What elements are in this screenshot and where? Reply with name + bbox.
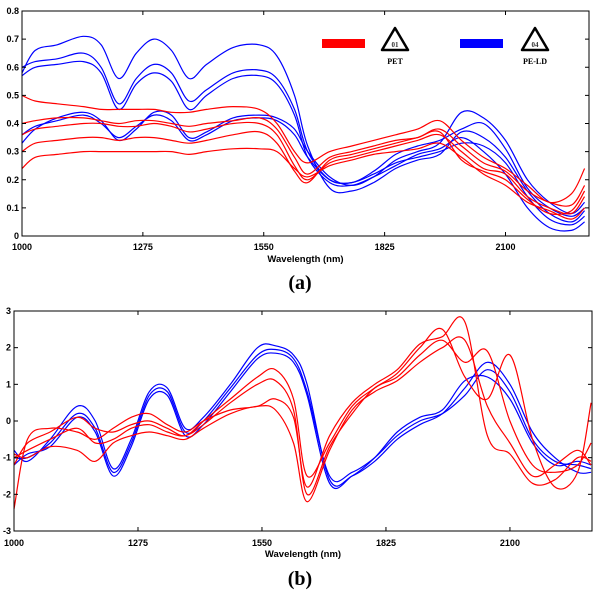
y-tick-label: 3 [6,306,11,316]
series-line-pet-6 [13,339,592,496]
x-tick-label: 1825 [375,242,395,252]
y-tick-label: 0.4 [6,119,19,129]
y-tick-label: 0 [6,416,11,426]
series-line-pet-3 [13,327,592,490]
x-axis-label: Wavelength (nm) [267,254,343,265]
series-line-pet-4 [13,336,592,503]
y-tick-label: 0.6 [6,62,19,72]
y-tick-label: 0.2 [6,175,19,185]
y-tick-label: 0.5 [6,90,19,100]
panel-label: (b) [288,568,312,590]
series-line-pet-7 [21,116,586,207]
series-line-pe-ld-3 [21,110,586,215]
x-tick-label: 1000 [12,242,32,252]
legend: 01 PET 04 PE-LD [322,26,550,66]
series-line-pe-ld-2 [13,352,592,490]
y-tick-label: 0.7 [6,34,19,44]
recycle-triangle-icon [380,26,410,52]
x-tick-label: 1550 [254,242,274,252]
y-tick-label: -3 [3,526,11,536]
x-axis-label: Wavelength (nm) [265,549,341,560]
legend-label-pet: PET [387,57,403,66]
y-tick-label: 0.8 [6,6,19,16]
y-tick-label: 0.1 [6,203,19,213]
legend-swatch-pet [322,39,365,48]
legend-code-pe-ld: 04 [532,41,540,49]
series-line-pet-5 [21,94,586,204]
legend-code-pet: 01 [392,41,400,49]
x-tick-label: 2100 [500,538,520,548]
series-line-pet-6 [21,121,586,215]
y-tick-label: -2 [3,489,11,499]
series-line-pe-ld-4 [21,114,585,217]
series-line-pe-ld-0 [13,348,592,483]
axes-frame [21,10,590,237]
y-tick-label: 0 [14,231,19,241]
panel-label: (a) [288,272,311,294]
x-tick-label: 2100 [495,242,515,252]
x-tick-label: 1000 [4,538,24,548]
legend-swatch-pe-ld [460,39,503,48]
y-tick-label: -1 [3,453,11,463]
axes-frame [13,310,593,532]
chart-a: 1000 1275 1550 1825 2100 0 0.1 0.2 0.3 0.4 0.5 0.6 0… [6,6,590,294]
series-line-pet-5 [13,316,592,510]
y-tick-label: 1 [6,379,11,389]
y-tick-label: 2 [6,343,11,353]
y-tick-label: 0.3 [6,147,19,157]
chart-b: 1000 1275 1550 1825 2100 -3 -2 -1 0 1 2 3 Wavelength… [3,306,593,590]
series-line-pe-ld-0 [21,52,585,226]
series-line-pet-8 [21,142,586,220]
recycle-triangle-icon [520,26,550,52]
x-tick-label: 1550 [252,538,272,548]
series-line-pe-ld-2 [21,60,585,232]
x-tick-label: 1275 [128,538,148,548]
x-tick-label: 1825 [376,538,396,548]
legend-label-pe-ld: PE-LD [523,57,547,66]
series-line-pe-ld-1 [21,35,586,223]
series-line-pet-9 [21,130,586,216]
x-tick-label: 1275 [133,242,153,252]
series-line-pe-ld-1 [13,343,592,487]
